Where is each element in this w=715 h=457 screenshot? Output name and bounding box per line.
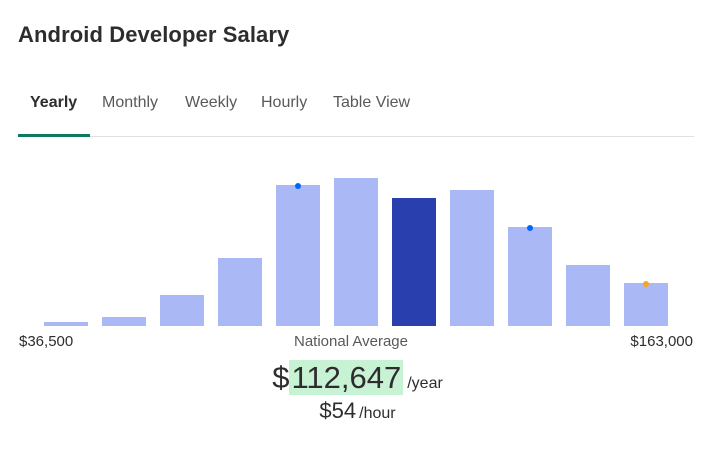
x-axis-min-label: $36,500 (19, 333, 74, 350)
hourly-average-value: $54 (319, 398, 357, 423)
bar[interactable] (160, 295, 204, 326)
tab-weekly[interactable]: Weekly (185, 94, 238, 111)
yearly-average-value: $112,647 (272, 360, 404, 395)
bar[interactable] (624, 283, 668, 326)
tab-table-view[interactable]: Table View (333, 94, 411, 111)
currency-symbol: $ (272, 360, 290, 395)
hourly-average: $54/hour (0, 398, 715, 424)
tab-monthly[interactable]: Monthly (102, 94, 159, 111)
bar-marker-dot (295, 183, 301, 189)
x-axis-max-label: $163,000 (630, 333, 693, 350)
x-axis-mid-label: National Average (294, 333, 408, 350)
salary-distribution-chart (44, 178, 668, 326)
bar-national-average[interactable] (392, 198, 436, 326)
bar[interactable] (276, 185, 320, 326)
bar[interactable] (508, 227, 552, 326)
period-tabs: Yearly Monthly Weekly Hourly Table View (18, 84, 694, 137)
hourly-unit: /hour (359, 405, 396, 422)
tab-yearly[interactable]: Yearly (30, 94, 78, 111)
bar[interactable] (450, 190, 494, 326)
bar[interactable] (566, 265, 610, 326)
bar[interactable] (334, 178, 378, 326)
active-tab-indicator (18, 134, 90, 137)
bar-marker-dot (643, 281, 649, 287)
bar[interactable] (44, 322, 88, 326)
bar-marker-dot (527, 225, 533, 231)
yearly-average-number: 112,647 (289, 360, 404, 395)
tab-hourly[interactable]: Hourly (261, 94, 308, 111)
yearly-average: $112,647/year (0, 360, 715, 396)
page-title: Android Developer Salary (18, 22, 290, 47)
bar[interactable] (102, 317, 146, 326)
yearly-unit: /year (407, 375, 443, 392)
bar[interactable] (218, 258, 262, 326)
